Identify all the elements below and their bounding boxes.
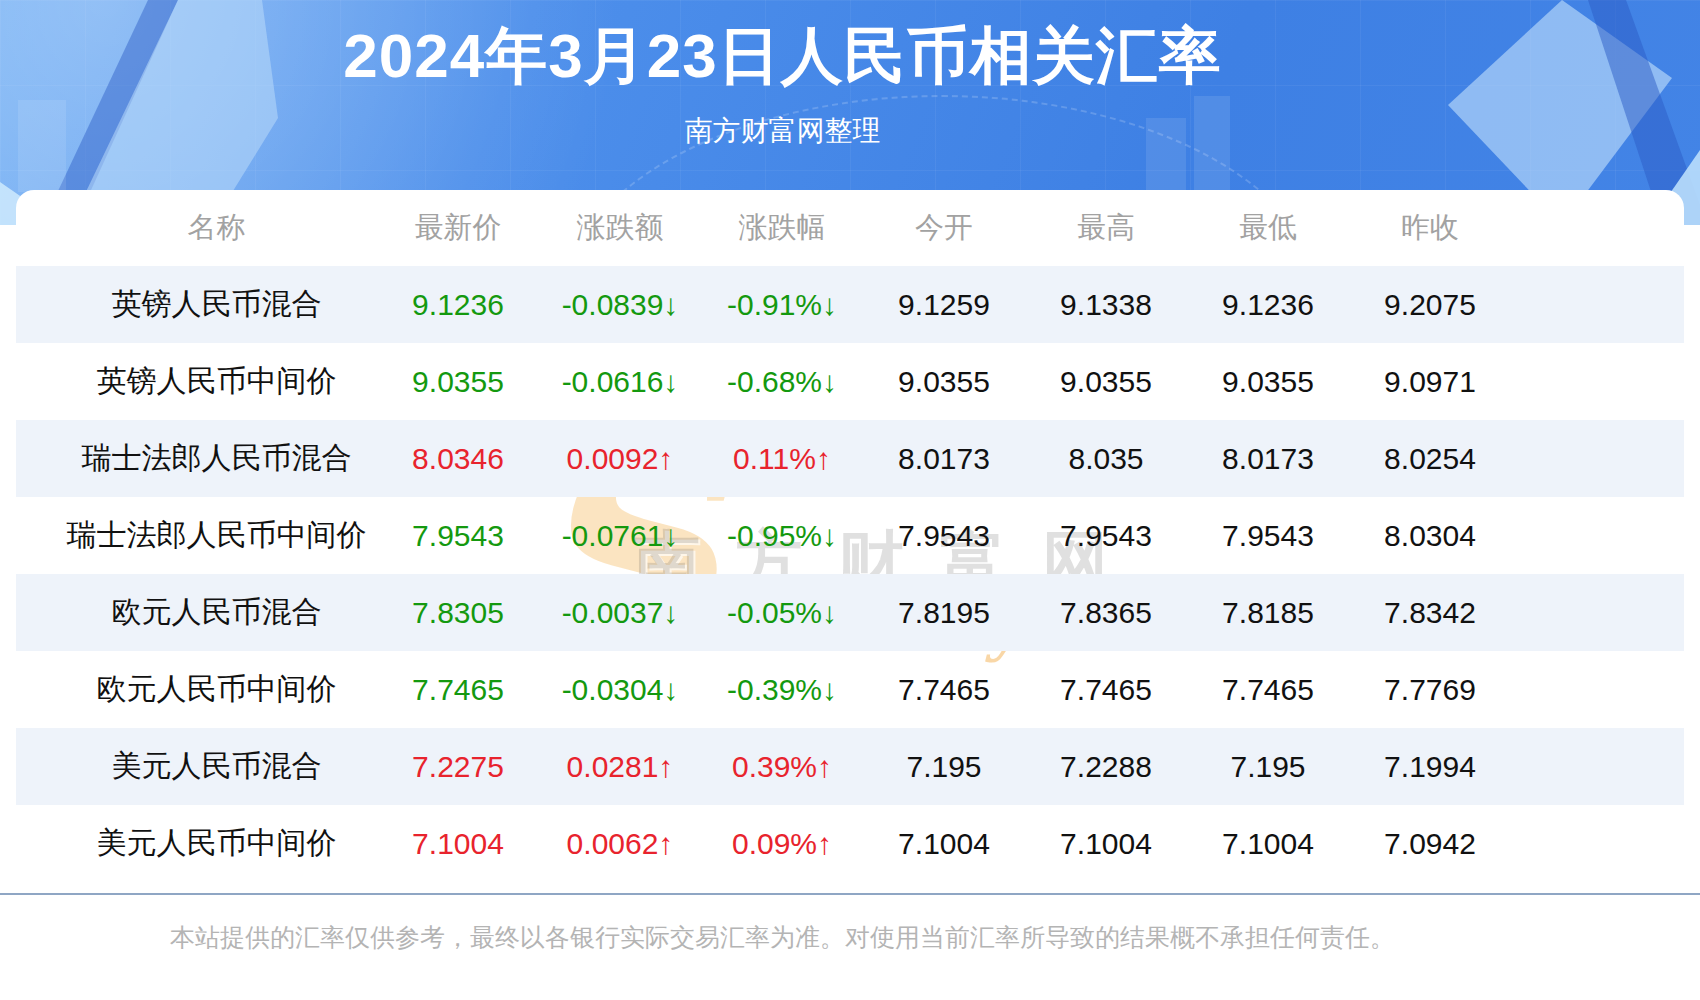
page-subtitle: 南方财富网整理 <box>0 112 1565 150</box>
currency-name: 英镑人民币中间价 <box>16 361 377 402</box>
prev-close-price: 7.7769 <box>1349 673 1511 707</box>
table-header-row: 名称 最新价 涨跌额 涨跌幅 今开 最高 最低 昨收 <box>16 190 1684 266</box>
currency-name: 美元人民币混合 <box>16 746 377 787</box>
page-title: 2024年3月23日人民币相关汇率 <box>0 25 1565 87</box>
col-header-prev-close: 昨收 <box>1349 208 1511 248</box>
high-price: 7.1004 <box>1025 827 1187 861</box>
table-row: 美元人民币混合 7.2275 0.0281↑ 0.39%↑ 7.195 7.22… <box>16 728 1684 805</box>
open-price: 7.8195 <box>863 596 1025 630</box>
col-header-name: 名称 <box>16 208 377 248</box>
change-amount: 0.0062↑ <box>539 827 701 861</box>
table-row: 瑞士法郎人民币混合 8.0346 0.0092↑ 0.11%↑ 8.0173 8… <box>16 420 1684 497</box>
high-price: 7.7465 <box>1025 673 1187 707</box>
low-price: 7.7465 <box>1187 673 1349 707</box>
low-price: 7.195 <box>1187 750 1349 784</box>
footer: 本站提供的汇率仅供参考，最终以各银行实际交易汇率为准。对使用当前汇率所导致的结果… <box>0 895 1700 954</box>
table-row: 美元人民币中间价 7.1004 0.0062↑ 0.09%↑ 7.1004 7.… <box>16 805 1684 882</box>
prev-close-price: 8.0254 <box>1349 442 1511 476</box>
low-price: 9.1236 <box>1187 288 1349 322</box>
latest-price: 7.2275 <box>377 750 539 784</box>
table-row: 欧元人民币混合 7.8305 -0.0037↓ -0.05%↓ 7.8195 7… <box>16 574 1684 651</box>
table-row: 英镑人民币中间价 9.0355 -0.0616↓ -0.68%↓ 9.0355 … <box>16 343 1684 420</box>
high-price: 7.8365 <box>1025 596 1187 630</box>
currency-name: 欧元人民币中间价 <box>16 669 377 710</box>
col-header-low: 最低 <box>1187 208 1349 248</box>
currency-name: 欧元人民币混合 <box>16 592 377 633</box>
open-price: 9.0355 <box>863 365 1025 399</box>
open-price: 7.9543 <box>863 519 1025 553</box>
low-price: 8.0173 <box>1187 442 1349 476</box>
prev-close-price: 9.2075 <box>1349 288 1511 322</box>
low-price: 7.8185 <box>1187 596 1349 630</box>
disclaimer-text: 本站提供的汇率仅供参考，最终以各银行实际交易汇率为准。对使用当前汇率所导致的结果… <box>170 923 1395 951</box>
change-percent: -0.39%↓ <box>701 673 863 707</box>
open-price: 9.1259 <box>863 288 1025 322</box>
latest-price: 7.8305 <box>377 596 539 630</box>
open-price: 8.0173 <box>863 442 1025 476</box>
prev-close-price: 9.0971 <box>1349 365 1511 399</box>
latest-price: 7.1004 <box>377 827 539 861</box>
high-price: 7.9543 <box>1025 519 1187 553</box>
currency-name: 瑞士法郎人民币混合 <box>16 438 377 479</box>
table-body: 英镑人民币混合 9.1236 -0.0839↓ -0.91%↓ 9.1259 9… <box>16 266 1684 882</box>
high-price: 9.0355 <box>1025 365 1187 399</box>
high-price: 7.2288 <box>1025 750 1187 784</box>
latest-price: 9.1236 <box>377 288 539 322</box>
change-amount: 0.0281↑ <box>539 750 701 784</box>
prev-close-price: 7.0942 <box>1349 827 1511 861</box>
rates-table-card: S 南方财富网 outhmoney.com 名称 最新价 涨跌额 涨跌幅 今开 … <box>16 190 1684 893</box>
open-price: 7.195 <box>863 750 1025 784</box>
table-row: 英镑人民币混合 9.1236 -0.0839↓ -0.91%↓ 9.1259 9… <box>16 266 1684 343</box>
low-price: 7.1004 <box>1187 827 1349 861</box>
change-percent: 0.09%↑ <box>701 827 863 861</box>
high-price: 8.035 <box>1025 442 1187 476</box>
currency-name: 美元人民币中间价 <box>16 823 377 864</box>
low-price: 9.0355 <box>1187 365 1349 399</box>
change-percent: 0.11%↑ <box>701 442 863 476</box>
table-row: 欧元人民币中间价 7.7465 -0.0304↓ -0.39%↓ 7.7465 … <box>16 651 1684 728</box>
latest-price: 9.0355 <box>377 365 539 399</box>
table-row: 瑞士法郎人民币中间价 7.9543 -0.0761↓ -0.95%↓ 7.954… <box>16 497 1684 574</box>
open-price: 7.7465 <box>863 673 1025 707</box>
open-price: 7.1004 <box>863 827 1025 861</box>
change-amount: -0.0037↓ <box>539 596 701 630</box>
change-amount: -0.0839↓ <box>539 288 701 322</box>
change-amount: -0.0616↓ <box>539 365 701 399</box>
change-amount: -0.0761↓ <box>539 519 701 553</box>
prev-close-price: 7.1994 <box>1349 750 1511 784</box>
change-percent: -0.95%↓ <box>701 519 863 553</box>
currency-name: 瑞士法郎人民币中间价 <box>16 515 377 556</box>
latest-price: 7.9543 <box>377 519 539 553</box>
col-header-latest: 最新价 <box>377 208 539 248</box>
col-header-change-pct: 涨跌幅 <box>701 208 863 248</box>
change-percent: -0.68%↓ <box>701 365 863 399</box>
latest-price: 7.7465 <box>377 673 539 707</box>
change-percent: -0.91%↓ <box>701 288 863 322</box>
latest-price: 8.0346 <box>377 442 539 476</box>
change-amount: 0.0092↑ <box>539 442 701 476</box>
change-percent: -0.05%↓ <box>701 596 863 630</box>
currency-name: 英镑人民币混合 <box>16 284 377 325</box>
change-amount: -0.0304↓ <box>539 673 701 707</box>
low-price: 7.9543 <box>1187 519 1349 553</box>
col-header-open: 今开 <box>863 208 1025 248</box>
change-percent: 0.39%↑ <box>701 750 863 784</box>
prev-close-price: 8.0304 <box>1349 519 1511 553</box>
high-price: 9.1338 <box>1025 288 1187 322</box>
col-header-change: 涨跌额 <box>539 208 701 248</box>
col-header-high: 最高 <box>1025 208 1187 248</box>
prev-close-price: 7.8342 <box>1349 596 1511 630</box>
